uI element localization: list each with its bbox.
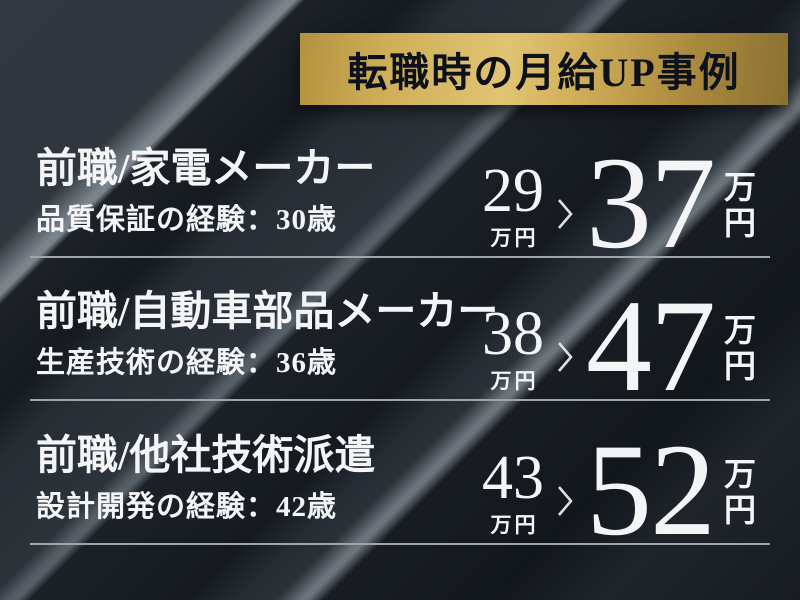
after-amount: 52: [585, 416, 716, 564]
after-unit-char: 円: [723, 348, 756, 385]
before-unit: 万円: [490, 513, 539, 537]
after-unit: 万 円: [724, 313, 756, 385]
salary-change: 38 万円 47 万 円: [481, 272, 756, 420]
case-title: 前職/自動車部品メーカー: [36, 288, 499, 334]
before-unit: 万円: [490, 369, 539, 393]
after-unit-char: 円: [723, 492, 756, 529]
case-row: 前職/他社技術派遣 設計開発の経験：42歳 43 万円 52 万 円: [30, 416, 770, 564]
case-subtitle: 設計開発の経験：42歳: [36, 491, 338, 523]
after-unit-char: 万: [723, 169, 756, 206]
case-row: 前職/自動車部品メーカー 生産技術の経験：36歳 38 万円 47 万 円: [30, 272, 770, 420]
before-unit: 万円: [490, 226, 539, 250]
salary-change: 43 万円 52 万 円: [481, 416, 756, 564]
before-amount: 43: [481, 444, 544, 513]
after-unit: 万 円: [724, 170, 756, 242]
arrow-right-icon: [556, 340, 574, 379]
case-title: 前職/家電メーカー: [36, 145, 376, 191]
before-salary: 43 万円: [481, 444, 544, 539]
after-amount: 47: [585, 272, 716, 420]
case-title: 前職/他社技術派遣: [36, 432, 376, 478]
before-salary: 29 万円: [481, 157, 544, 252]
arrow-right-icon: [556, 197, 574, 236]
after-unit-char: 万: [723, 456, 756, 493]
before-amount: 29: [481, 157, 544, 226]
case-subtitle: 生産技術の経験：36歳: [36, 347, 338, 379]
row-divider: [30, 543, 770, 545]
row-divider: [30, 399, 770, 401]
after-unit-char: 万: [723, 312, 756, 349]
row-divider: [30, 256, 770, 258]
arrow-right-icon: [556, 484, 574, 523]
after-unit-char: 円: [723, 205, 756, 242]
after-amount: 37: [585, 129, 716, 277]
salary-change: 29 万円 37 万 円: [481, 129, 756, 277]
page-title: 転職時の月給UP事例: [347, 50, 741, 95]
after-unit: 万 円: [724, 457, 756, 529]
case-subtitle: 品質保証の経験：30歳: [36, 204, 338, 236]
before-amount: 38: [481, 300, 544, 369]
before-salary: 38 万円: [481, 300, 544, 395]
case-row: 前職/家電メーカー 品質保証の経験：30歳 29 万円 37 万 円: [30, 129, 770, 277]
header-banner: 転職時の月給UP事例: [300, 33, 788, 105]
